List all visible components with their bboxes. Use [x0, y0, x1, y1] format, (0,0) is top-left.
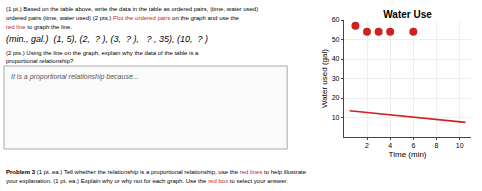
svg-text:Water Use: Water Use — [383, 9, 432, 20]
svg-text:50: 50 — [332, 36, 340, 43]
svg-text:proportional relationship?: proportional relationship? — [6, 58, 74, 64]
svg-text:10: 10 — [456, 142, 464, 149]
svg-text:Problem 3 (1 pt. ea.) Tell whe: Problem 3 (1 pt. ea.) Tell whether the r… — [6, 169, 307, 175]
svg-text:(1 pt.) Based on the table abo: (1 pt.) Based on the table above, write … — [6, 6, 258, 12]
svg-text:your explanation. (1 pt. ea.): your explanation. (1 pt. ea.) Explain wh… — [6, 178, 288, 184]
svg-text:60: 60 — [332, 16, 340, 23]
svg-text:30: 30 — [332, 75, 340, 82]
svg-text:20: 20 — [332, 94, 340, 101]
svg-text:40: 40 — [332, 55, 340, 62]
svg-text:10: 10 — [332, 114, 340, 121]
svg-text:2: 2 — [365, 142, 369, 149]
svg-text:4: 4 — [388, 142, 392, 149]
svg-text:ordered pairs (time, water use: ordered pairs (time, water used) (2 pts.… — [6, 15, 239, 21]
svg-text:It is a proportional relations: It is a proportional relationship becaus… — [11, 73, 139, 81]
svg-text:Time (min): Time (min) — [389, 150, 427, 159]
svg-text:Water used (gal): Water used (gal) — [320, 49, 329, 108]
svg-text:(2 pts.) Using the line on the: (2 pts.) Using the line on the graph, ex… — [6, 50, 199, 56]
svg-text:6: 6 — [411, 142, 415, 149]
svg-text:8: 8 — [435, 142, 439, 149]
svg-text:(min., gal.) (1, 5), (2, ? ): (min., gal.) (1, 5), (2, ? ), (3, ? ), ?… — [6, 34, 208, 44]
svg-text:red line to graph the line.: red line to graph the line. — [6, 24, 72, 30]
